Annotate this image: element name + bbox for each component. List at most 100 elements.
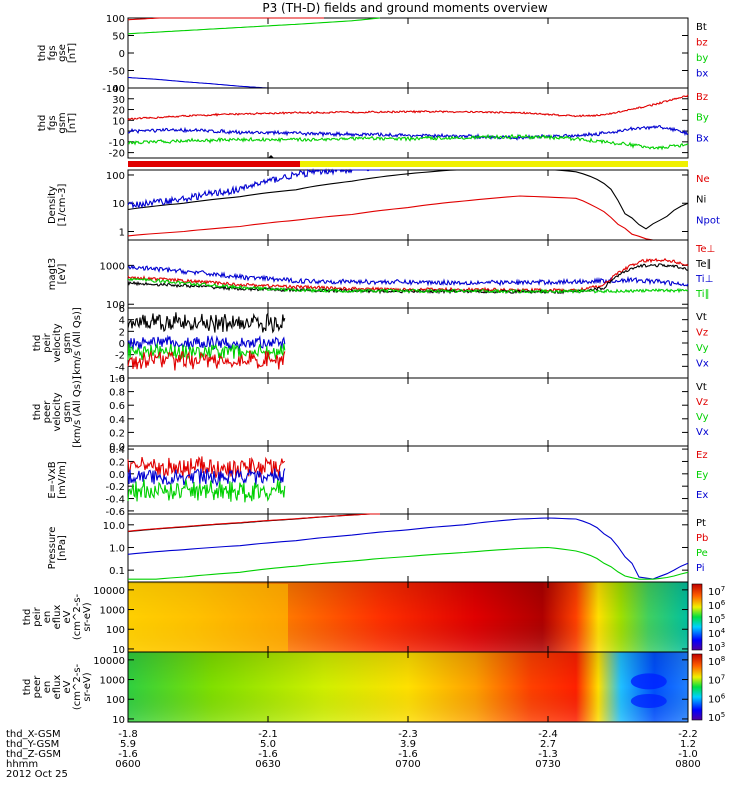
y-axis-label: [km/s (All Qs)] — [72, 307, 83, 379]
panel-pressure: 10.0 1.0 0.1 Pressure [nPa] Pt Pb Pe Pi — [47, 513, 708, 583]
legend-entry: Ey — [696, 470, 708, 481]
y-axis-label: gsm — [62, 401, 73, 422]
x-axis-value: 0800 — [675, 759, 700, 770]
y-axis-label: [mV/m] — [57, 461, 68, 499]
legend-entry: Vx — [696, 427, 709, 438]
y-axis-label: sr-eV) — [82, 672, 93, 701]
x-axis-row-label: hhmm — [6, 759, 38, 770]
y-axis-label: eV — [62, 610, 73, 623]
colorbar-label: 103 — [708, 641, 725, 654]
colorbar — [691, 653, 703, 721]
mode-bar-marker — [268, 155, 274, 158]
y-tick-label: 0.2 — [109, 428, 125, 439]
y-tick-label: 0 — [119, 49, 125, 60]
y-tick-label: -10 — [109, 138, 125, 149]
series-Vx — [127, 334, 286, 351]
chart-title: P3 (TH-D) fields and ground moments over… — [262, 1, 547, 15]
y-tick-label: 100 — [106, 171, 125, 182]
legend-entry: bx — [696, 69, 708, 80]
y-tick-label: 10 — [112, 715, 125, 726]
series-Ex — [127, 468, 286, 488]
colorbar-label: 108 — [708, 655, 725, 668]
y-axis-label: en — [42, 611, 53, 624]
panel-fgs-gse: 100 50 0 -50 -100 thd fgs gse [nT] Bt bz by bx — [37, 14, 708, 95]
y-axis-label: peer — [42, 400, 53, 424]
series-Te∥ — [127, 263, 689, 295]
colorbar — [691, 583, 703, 651]
legend-entry: Pe — [696, 548, 708, 559]
y-tick-label: 4 — [119, 316, 125, 327]
y-axis-label: peer — [32, 675, 43, 699]
legend-entry: Ni — [696, 195, 706, 206]
y-axis-label: peir — [42, 332, 53, 352]
legend-entry: Bx — [696, 133, 709, 144]
y-axis-label: eflux — [52, 605, 63, 630]
y-axis-label: [1/cm-3] — [57, 184, 68, 227]
legend-entry: Npot — [696, 215, 720, 226]
panel-frame — [127, 87, 689, 159]
y-axis-label: gsm — [62, 332, 73, 353]
series-bz — [127, 17, 324, 21]
y-tick-label: 1000 — [100, 676, 125, 687]
series-Ti∥ — [127, 277, 689, 294]
series-Ne — [127, 195, 688, 241]
y-axis-label: [nT] — [67, 113, 78, 133]
y-axis-label: velocity — [52, 323, 63, 362]
y-tick-label: -0.2 — [105, 482, 125, 493]
y-tick-label: 40 — [112, 84, 125, 95]
legend-entry: Ez — [696, 450, 708, 461]
legend-entry: Ti∥ — [695, 289, 710, 300]
y-axis-label: thd — [32, 335, 43, 352]
y-tick-label: -4 — [115, 362, 125, 373]
y-tick-label: -0.6 — [105, 507, 125, 518]
y-tick-label: 1 — [119, 227, 125, 238]
y-axis-label: [eV] — [57, 264, 68, 285]
legend-entry: Vx — [696, 359, 709, 370]
panel-peer-velocity: 1.0 0.8 0.6 0.4 0.2 0.0 thd peer velocity gsm [km/… — [32, 374, 709, 453]
y-tick-label: 100 — [106, 14, 125, 25]
colorbar-label: 106 — [708, 692, 726, 705]
x-axis-value: -2.1 — [258, 729, 278, 740]
series-Ey — [127, 479, 286, 503]
y-axis-label: Pressure — [47, 527, 58, 570]
colorbar-label: 107 — [708, 585, 725, 598]
x-axis-value: 5.9 — [120, 739, 136, 750]
y-tick-label: 10 — [112, 199, 125, 210]
y-axis-label: Density — [47, 186, 58, 224]
panel-frame — [127, 377, 689, 447]
x-axis-row-label: thd_Z-GSM — [6, 749, 61, 760]
series-By — [127, 133, 689, 151]
x-axis-value: -2.2 — [678, 729, 698, 740]
y-tick-label: 30 — [112, 95, 125, 106]
spectrogram-shade — [128, 652, 688, 722]
colorbar-label: 105 — [708, 613, 725, 626]
y-tick-label: 1000 — [100, 261, 125, 272]
y-axis-label: peir — [32, 606, 43, 626]
y-tick-label: 0.0 — [109, 470, 125, 481]
series-by — [127, 17, 381, 35]
y-tick-label: 0.8 — [109, 388, 125, 399]
y-tick-label: -6 — [115, 374, 125, 385]
y-tick-label: 10000 — [93, 586, 125, 597]
mode-bar-slow — [300, 161, 688, 167]
legend-entry: Ex — [696, 490, 708, 501]
legend-entry: Vt — [696, 312, 707, 323]
panel-peer-spec: 108 107 106 105 10000 1000 100 10 thd peer en eflux… — [22, 651, 726, 726]
y-axis-label: velocity — [52, 392, 63, 431]
y-tick-label: 0.1 — [109, 566, 125, 577]
y-axis-label: gse — [57, 44, 68, 62]
x-axis-value: -1.0 — [678, 749, 698, 760]
x-axis-value: 1.2 — [680, 739, 696, 750]
y-tick-label: 100 — [106, 695, 125, 706]
series-Ti⊥ — [127, 264, 689, 287]
y-tick-label: -0.4 — [105, 495, 125, 506]
legend-entry: Bz — [696, 92, 708, 103]
y-axis-label: thd — [32, 404, 43, 421]
y-axis-label: gsm — [57, 112, 68, 133]
legend-entry: Vz — [696, 328, 708, 339]
y-axis-label: magt3 — [47, 258, 58, 291]
